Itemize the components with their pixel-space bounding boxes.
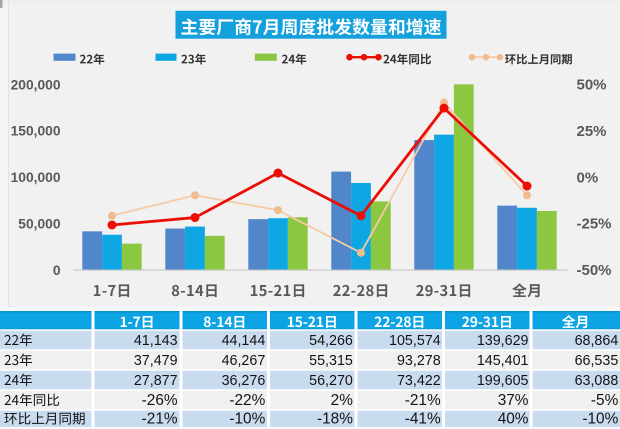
svg-text:145,401: 145,401 <box>477 353 529 369</box>
svg-text:50%: 50% <box>577 77 607 94</box>
svg-text:37,479: 37,479 <box>134 353 178 369</box>
svg-text:-18%: -18% <box>317 411 353 428</box>
svg-text:73,422: 73,422 <box>397 373 441 389</box>
svg-text:-50%: -50% <box>577 262 612 279</box>
svg-text:41,143: 41,143 <box>134 333 178 349</box>
svg-text:-21%: -21% <box>142 411 178 428</box>
svg-text:-10%: -10% <box>229 411 265 428</box>
svg-text:27,877: 27,877 <box>134 373 178 389</box>
svg-text:50,000: 50,000 <box>18 216 61 231</box>
svg-text:25%: 25% <box>577 123 607 140</box>
svg-text:56,270: 56,270 <box>309 373 353 389</box>
svg-text:54,266: 54,266 <box>309 333 353 349</box>
svg-text:68,864: 68,864 <box>575 333 619 349</box>
svg-text:2%: 2% <box>331 392 354 409</box>
svg-text:66,535: 66,535 <box>575 353 619 369</box>
svg-text:-5%: -5% <box>591 392 619 409</box>
svg-text:-22%: -22% <box>229 392 265 409</box>
svg-text:93,278: 93,278 <box>397 353 441 369</box>
svg-text:63,088: 63,088 <box>575 373 619 389</box>
svg-text:0%: 0% <box>577 169 599 186</box>
svg-text:36,276: 36,276 <box>222 373 266 389</box>
svg-text:150,000: 150,000 <box>11 124 61 139</box>
svg-text:-26%: -26% <box>142 392 178 409</box>
svg-text:199,605: 199,605 <box>477 373 529 389</box>
svg-text:-21%: -21% <box>405 392 441 409</box>
svg-text:-10%: -10% <box>582 411 618 428</box>
svg-text:46,267: 46,267 <box>222 353 266 369</box>
svg-text:40%: 40% <box>498 411 529 428</box>
svg-text:-41%: -41% <box>405 411 441 428</box>
svg-text:100,000: 100,000 <box>11 170 61 185</box>
svg-text:105,574: 105,574 <box>389 333 441 349</box>
svg-text:37%: 37% <box>498 392 529 409</box>
svg-text:139,629: 139,629 <box>477 333 529 349</box>
svg-text:200,000: 200,000 <box>11 77 61 92</box>
svg-text:0: 0 <box>53 263 61 278</box>
svg-text:44,144: 44,144 <box>222 333 266 349</box>
svg-text:-25%: -25% <box>577 216 612 233</box>
svg-text:55,315: 55,315 <box>309 353 353 369</box>
